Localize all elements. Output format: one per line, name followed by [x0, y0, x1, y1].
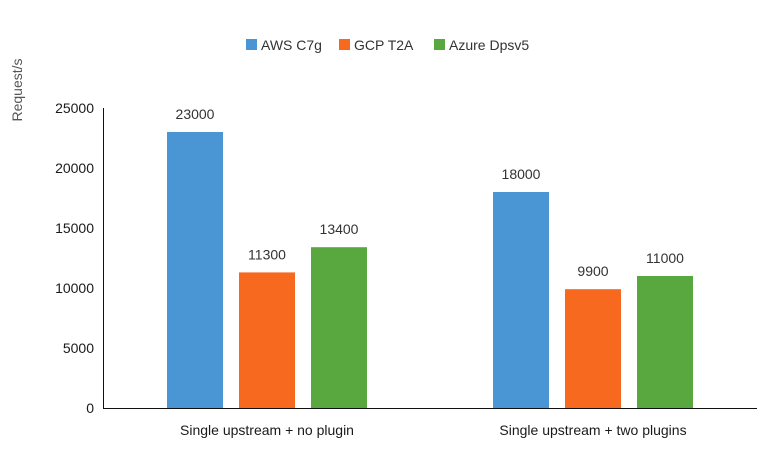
bar [311, 247, 367, 408]
y-tick-label: 25000 [55, 100, 94, 116]
legend-swatch [339, 39, 350, 50]
y-tick-label: 20000 [55, 160, 94, 176]
legend: AWS C7g GCP T2A Azure Dpsv5 [246, 37, 529, 53]
legend-label: AWS C7g [261, 37, 322, 53]
y-axis-label: Request/s [9, 58, 25, 121]
legend-swatch [434, 39, 445, 50]
bar [565, 289, 621, 408]
bars: 23000 18000 11300 9900 13400 11000 [167, 106, 693, 408]
y-tick-label: 5000 [63, 340, 94, 356]
x-category-label: Single upstream + no plugin [180, 422, 354, 438]
bar [637, 276, 693, 408]
y-tick-label: 0 [86, 400, 94, 416]
legend-label: Azure Dpsv5 [449, 37, 529, 53]
y-tick-label: 10000 [55, 280, 94, 296]
bar [493, 192, 549, 408]
data-label: 11300 [248, 246, 286, 262]
data-label: 13400 [320, 221, 359, 237]
legend-swatch [246, 39, 257, 50]
legend-label: GCP T2A [354, 37, 414, 53]
data-label: 23000 [176, 106, 215, 122]
data-label: 11000 [646, 250, 684, 266]
x-axis-categories: Single upstream + no plugin Single upstre… [180, 422, 687, 438]
x-category-label: Single upstream + two plugins [499, 422, 686, 438]
y-tick-label: 15000 [55, 220, 94, 236]
data-label: 18000 [502, 166, 541, 182]
data-label: 9900 [577, 263, 608, 279]
bar [239, 272, 295, 408]
y-axis-ticks: 0 5000 10000 15000 20000 25000 [55, 100, 94, 416]
bar [167, 132, 223, 408]
